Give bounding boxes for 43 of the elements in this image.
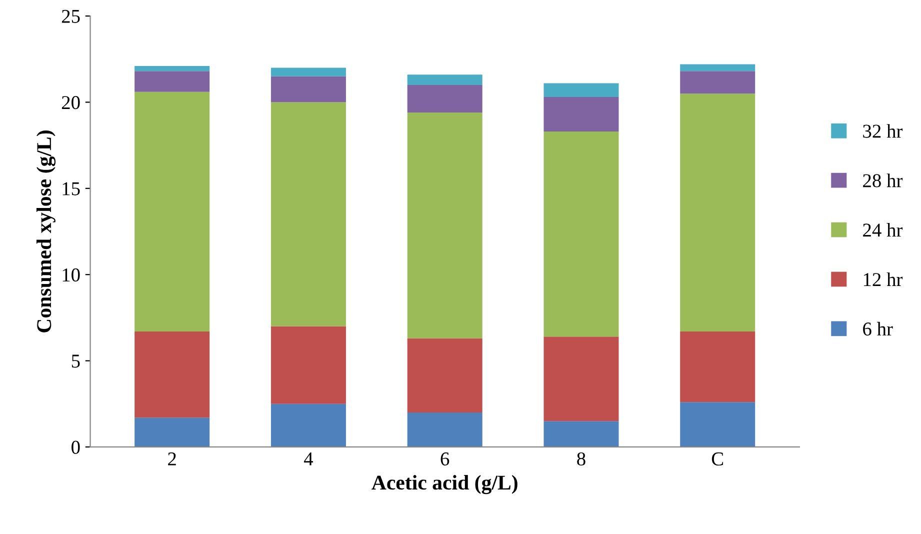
bar bbox=[544, 132, 619, 337]
bar bbox=[544, 97, 619, 132]
bar bbox=[680, 402, 756, 447]
y-tick-label: 20 bbox=[62, 96, 80, 110]
bar bbox=[407, 84, 482, 113]
bar bbox=[270, 102, 346, 326]
legend-label: 6 hr bbox=[863, 322, 893, 336]
bar bbox=[407, 74, 482, 85]
bar bbox=[407, 338, 482, 412]
bar bbox=[270, 326, 346, 404]
bar bbox=[270, 404, 346, 447]
y-tick-label: 0 bbox=[72, 440, 80, 454]
bar bbox=[407, 112, 482, 338]
y-tick-label: 10 bbox=[62, 268, 80, 282]
x-axis-title: Acetic acid (g/L) bbox=[372, 475, 518, 494]
bar bbox=[544, 421, 619, 447]
x-tick-label: 8 bbox=[577, 452, 586, 466]
legend-label: 24 hr bbox=[863, 223, 903, 237]
bar bbox=[270, 76, 346, 102]
legend-label: 12 hr bbox=[864, 272, 903, 286]
y-tick-label: 5 bbox=[72, 354, 80, 368]
bar bbox=[544, 336, 619, 422]
bar bbox=[407, 412, 482, 447]
y-axis-title: Consumed xylose (g/L) bbox=[36, 130, 56, 332]
bar bbox=[544, 83, 619, 98]
x-tick-label: 4 bbox=[304, 452, 314, 466]
bar bbox=[134, 418, 210, 447]
bar bbox=[270, 68, 346, 76]
bar bbox=[680, 71, 756, 94]
y-tick-label: 25 bbox=[62, 10, 80, 23]
x-tick-label: 2 bbox=[168, 452, 176, 466]
bar bbox=[134, 331, 210, 418]
bar bbox=[680, 331, 756, 402]
bar bbox=[680, 64, 756, 72]
bar bbox=[134, 66, 210, 72]
x-tick-label: 6 bbox=[440, 452, 450, 466]
bar bbox=[680, 94, 756, 332]
bar bbox=[134, 92, 210, 332]
legend-label: 32 hr bbox=[863, 124, 903, 138]
x-tick-label: C bbox=[712, 452, 724, 466]
y-tick-label: 15 bbox=[62, 182, 80, 196]
bar bbox=[134, 71, 210, 92]
legend-label: 28 hr bbox=[863, 174, 903, 188]
